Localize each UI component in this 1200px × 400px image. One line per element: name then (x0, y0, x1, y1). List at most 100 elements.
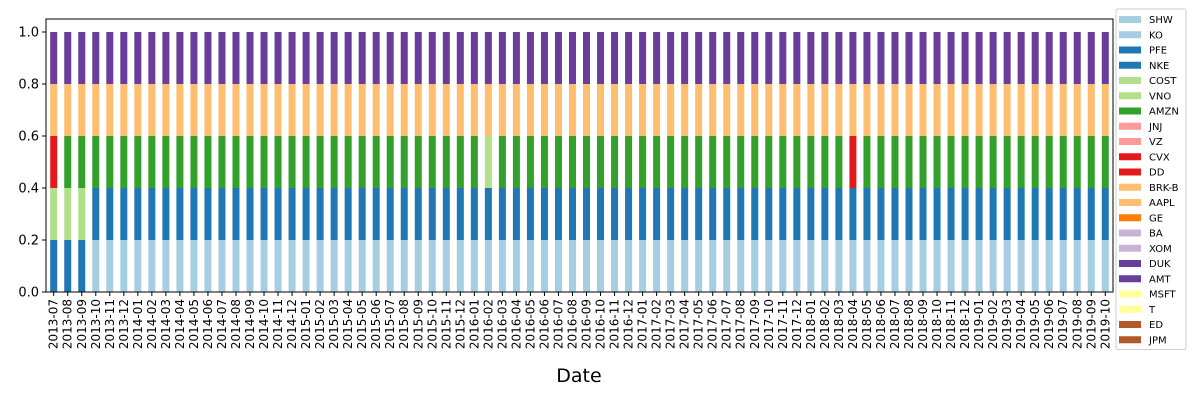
bar-segment-2016-07-amzn (554, 136, 562, 188)
bar-segment-2015-07-pfe (386, 188, 394, 240)
bar-segment-2017-01-amzn (639, 136, 647, 188)
legend-swatch-ge (1119, 214, 1141, 222)
bar-segment-2018-07-shw (891, 240, 899, 292)
bar-segment-2015-06-duk (372, 32, 380, 84)
bar-segment-2016-12-duk (625, 32, 633, 84)
x-tick-label: 2018-08 (902, 299, 916, 349)
bar-segment-2017-06-pfe (709, 188, 717, 240)
bar-segment-2019-09-brk-b (1087, 84, 1095, 136)
bar-segment-2018-08-pfe (905, 188, 913, 240)
bar-segment-2015-04-amzn (344, 136, 352, 188)
bar-segment-2014-02-amzn (148, 136, 156, 188)
bar-segment-2015-02-amzn (316, 136, 324, 188)
bar-segment-2019-04-amzn (1017, 136, 1025, 188)
bar-segment-2015-02-duk (316, 32, 324, 84)
x-tick-label: 2016-08 (565, 299, 579, 349)
bar-segment-2016-02-cost (484, 136, 492, 188)
y-tick-label: 1.0 (18, 26, 39, 41)
bar-segment-2016-11-duk (611, 32, 619, 84)
bar-segment-2016-01-amzn (470, 136, 478, 188)
bar-segment-2019-07-pfe (1059, 188, 1067, 240)
bar-segment-2016-07-brk-b (554, 84, 562, 136)
bar-segment-2019-02-amzn (989, 136, 997, 188)
bar-segment-2017-09-pfe (751, 188, 759, 240)
bar-segment-2015-10-shw (428, 240, 436, 292)
bar-segment-2014-08-shw (232, 240, 240, 292)
bar-segment-2017-07-shw (723, 240, 731, 292)
bar-segment-2013-10-duk (92, 32, 100, 84)
bar-segment-2019-05-amzn (1031, 136, 1039, 188)
bar-segment-2019-07-brk-b (1059, 84, 1067, 136)
bar-segment-2013-09-pfe (78, 240, 86, 292)
x-tick-label: 2019-01 (972, 299, 986, 349)
x-tick-label: 2018-09 (916, 299, 930, 349)
bar-segment-2015-12-amzn (456, 136, 464, 188)
x-tick-label: 2017-07 (720, 299, 734, 349)
bar-segment-2019-02-brk-b (989, 84, 997, 136)
x-tick-label: 2014-02 (145, 299, 159, 349)
x-tick-label: 2014-12 (285, 299, 299, 349)
bar-segment-2019-10-duk (1101, 32, 1109, 84)
bar-segment-2017-07-amzn (723, 136, 731, 188)
legend-swatch-vz (1119, 138, 1141, 145)
bar-segment-2014-10-duk (260, 32, 268, 84)
bar-segment-2018-06-pfe (877, 188, 885, 240)
bar-segment-2018-06-duk (877, 32, 885, 84)
bar-segment-2018-10-brk-b (933, 84, 941, 136)
legend-label-vno: VNO (1149, 91, 1171, 102)
bar-segment-2018-11-shw (947, 240, 955, 292)
bar-segment-2016-06-brk-b (540, 84, 548, 136)
legend-label-amt: AMT (1149, 274, 1171, 285)
bar-segment-2013-10-pfe (92, 188, 100, 240)
bar-segment-2015-12-duk (456, 32, 464, 84)
bar-segment-2014-11-pfe (274, 188, 282, 240)
y-tick-label: 0.0 (18, 286, 39, 301)
bar-segment-2018-04-brk-b (849, 84, 857, 136)
bar-segment-2016-03-duk (498, 32, 506, 84)
bar-segment-2019-01-shw (975, 240, 983, 292)
bar-segment-2014-05-brk-b (190, 84, 198, 136)
bar-segment-2015-01-pfe (302, 188, 310, 240)
bars-layer (50, 32, 1109, 292)
legend-swatch-vno (1119, 92, 1141, 100)
bar-segment-2017-08-pfe (737, 188, 745, 240)
bar-segment-2017-05-pfe (695, 188, 703, 240)
bar-segment-2014-11-brk-b (274, 84, 282, 136)
bar-segment-2015-03-shw (330, 240, 338, 292)
bar-segment-2015-12-brk-b (456, 84, 464, 136)
bar-segment-2014-06-duk (204, 32, 212, 84)
bar-segment-2017-06-shw (709, 240, 717, 292)
bar-segment-2015-03-pfe (330, 188, 338, 240)
bar-segment-2017-10-amzn (765, 136, 773, 188)
bar-segment-2013-08-pfe (64, 240, 72, 292)
bar-segment-2017-07-brk-b (723, 84, 731, 136)
bar-segment-2018-09-brk-b (919, 84, 927, 136)
bar-segment-2016-05-brk-b (526, 84, 534, 136)
bar-segment-2016-07-duk (554, 32, 562, 84)
x-tick-label: 2016-11 (608, 299, 622, 349)
bar-segment-2017-09-amzn (751, 136, 759, 188)
bar-segment-2017-03-brk-b (667, 84, 675, 136)
y-tick-label: 0.8 (18, 78, 39, 93)
bar-segment-2013-12-duk (120, 32, 128, 84)
bar-segment-2014-12-brk-b (288, 84, 296, 136)
bar-segment-2016-09-shw (583, 240, 591, 292)
bar-segment-2018-04-duk (849, 32, 857, 84)
x-tick-label: 2015-07 (383, 299, 397, 349)
x-tick-label: 2018-12 (958, 299, 972, 349)
bar-segment-2019-06-amzn (1045, 136, 1053, 188)
bar-segment-2015-09-brk-b (414, 84, 422, 136)
bar-segment-2013-10-shw (92, 240, 100, 292)
bar-segment-2014-01-shw (134, 240, 142, 292)
bar-segment-2014-11-duk (274, 32, 282, 84)
bar-segment-2018-05-shw (863, 240, 871, 292)
bar-segment-2014-07-pfe (218, 188, 226, 240)
bar-segment-2019-07-duk (1059, 32, 1067, 84)
bar-segment-2017-09-shw (751, 240, 759, 292)
bar-segment-2019-05-duk (1031, 32, 1039, 84)
x-tick-label: 2016-10 (594, 299, 608, 349)
bar-segment-2016-03-pfe (498, 188, 506, 240)
bar-segment-2015-05-brk-b (358, 84, 366, 136)
bar-segment-2016-07-pfe (554, 188, 562, 240)
y-tick-label: 0.4 (18, 182, 39, 197)
